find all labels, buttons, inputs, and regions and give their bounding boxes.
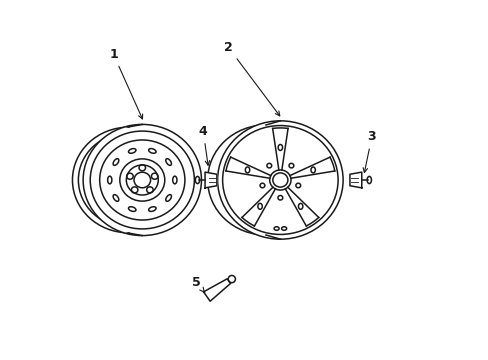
Ellipse shape (217, 121, 343, 239)
Text: 5: 5 (191, 276, 204, 293)
Ellipse shape (134, 172, 150, 188)
Text: 3: 3 (363, 130, 375, 172)
Ellipse shape (72, 127, 184, 233)
Ellipse shape (83, 125, 201, 235)
Text: 2: 2 (224, 41, 279, 116)
Text: 1: 1 (109, 48, 142, 119)
Ellipse shape (207, 125, 324, 235)
Text: 4: 4 (199, 125, 209, 165)
Polygon shape (203, 279, 230, 301)
Polygon shape (204, 172, 217, 188)
Polygon shape (349, 172, 361, 188)
